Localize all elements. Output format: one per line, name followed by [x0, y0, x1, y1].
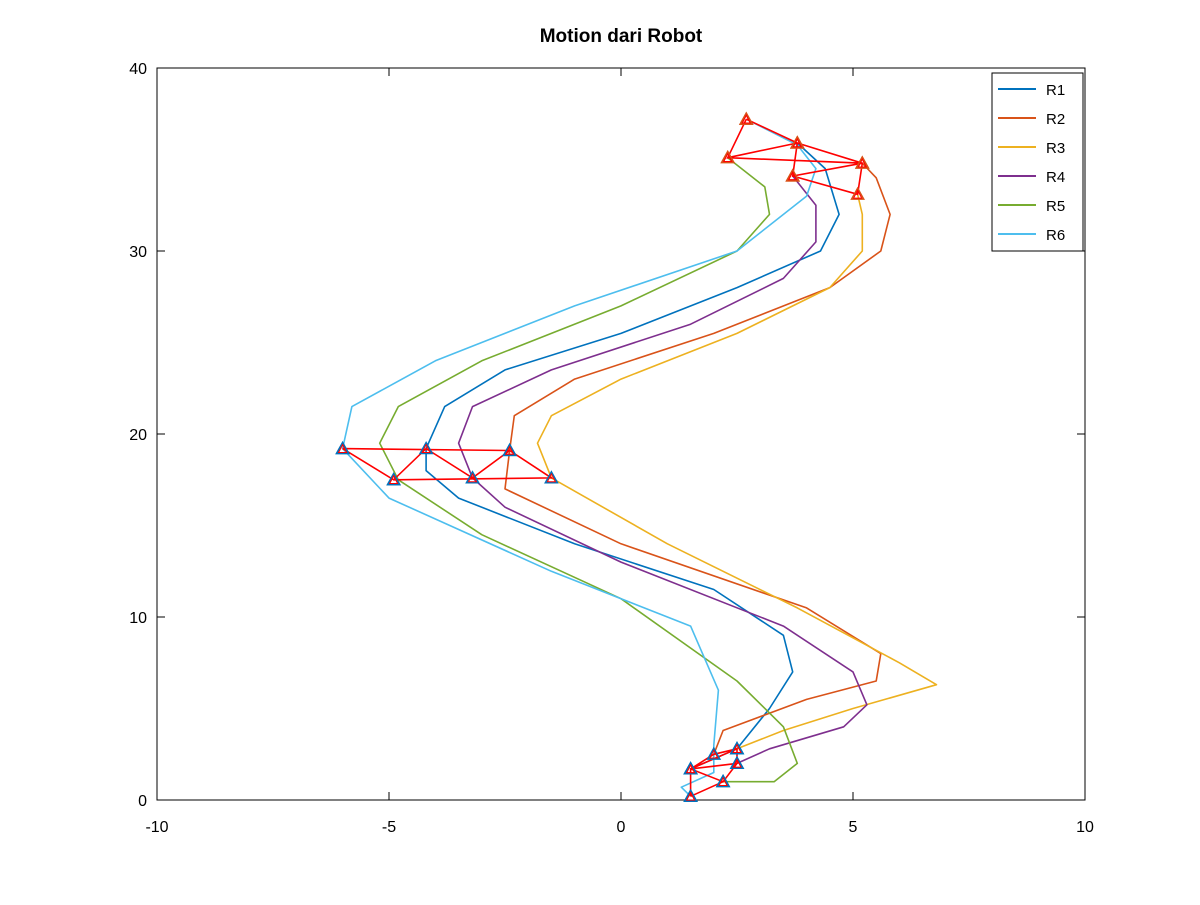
formation-marker: [386, 472, 401, 486]
series-line: [536, 194, 938, 750]
formation-marker: [741, 114, 752, 124]
formation-marker: [544, 470, 559, 484]
formation-line: [342, 447, 555, 481]
series-line: [425, 142, 840, 770]
formation-marker: [465, 470, 480, 484]
formation-marker: [718, 776, 728, 786]
x-tick-label: -5: [382, 819, 396, 836]
formation-line: [726, 118, 864, 196]
formation-marker: [335, 440, 350, 455]
legend-label: R1: [1046, 82, 1065, 99]
formation-marker: [722, 152, 733, 162]
formation-marker: [388, 474, 399, 485]
formation-marker: [729, 755, 745, 769]
x-tick-label: 0: [617, 819, 626, 836]
y-tick-label: 0: [138, 793, 147, 810]
legend-label: R3: [1046, 140, 1065, 157]
formation-marker: [502, 442, 517, 457]
formation-marker: [720, 150, 736, 164]
formation-marker: [421, 443, 431, 453]
y-tick-label: 10: [129, 610, 147, 627]
y-tick-label: 30: [129, 244, 147, 261]
formation-marker: [337, 443, 348, 453]
formation-marker: [685, 763, 696, 774]
formation-marker: [708, 749, 719, 759]
formation-marker: [789, 135, 805, 149]
formation-marker: [715, 774, 731, 788]
y-tick-label: 20: [129, 427, 147, 444]
chart-title: Motion dari Robot: [540, 26, 703, 47]
formation-marker: [504, 445, 515, 455]
legend-label: R2: [1046, 111, 1065, 128]
y-tick-label: 40: [129, 61, 147, 78]
formation-marker: [546, 472, 557, 483]
formation-marker: [787, 170, 798, 181]
formation-marker: [683, 788, 698, 802]
formation-marker: [732, 758, 742, 768]
series-line: [378, 157, 799, 783]
x-tick-label: 10: [1076, 819, 1094, 836]
formation-marker: [706, 746, 722, 760]
formation-marker: [857, 158, 868, 168]
formation-marker: [467, 472, 478, 483]
formation-marker: [418, 440, 434, 455]
legend-box: [991, 72, 1084, 252]
legend-label: R6: [1046, 227, 1065, 244]
legend-label: R4: [1046, 169, 1065, 186]
formation-marker: [729, 741, 745, 755]
x-tick-label: -10: [145, 819, 168, 836]
formation-marker: [785, 168, 801, 182]
formation-marker: [732, 743, 742, 754]
formation-marker: [850, 186, 865, 200]
x-tick-label: 5: [849, 819, 858, 836]
formation-marker: [683, 761, 698, 775]
formation-marker: [738, 111, 754, 125]
formation-marker: [792, 137, 803, 148]
formation-marker: [854, 155, 870, 169]
plot-area: [156, 67, 1086, 801]
formation-marker: [685, 791, 696, 801]
formation-marker: [852, 189, 863, 199]
legend-label: R5: [1046, 198, 1065, 215]
